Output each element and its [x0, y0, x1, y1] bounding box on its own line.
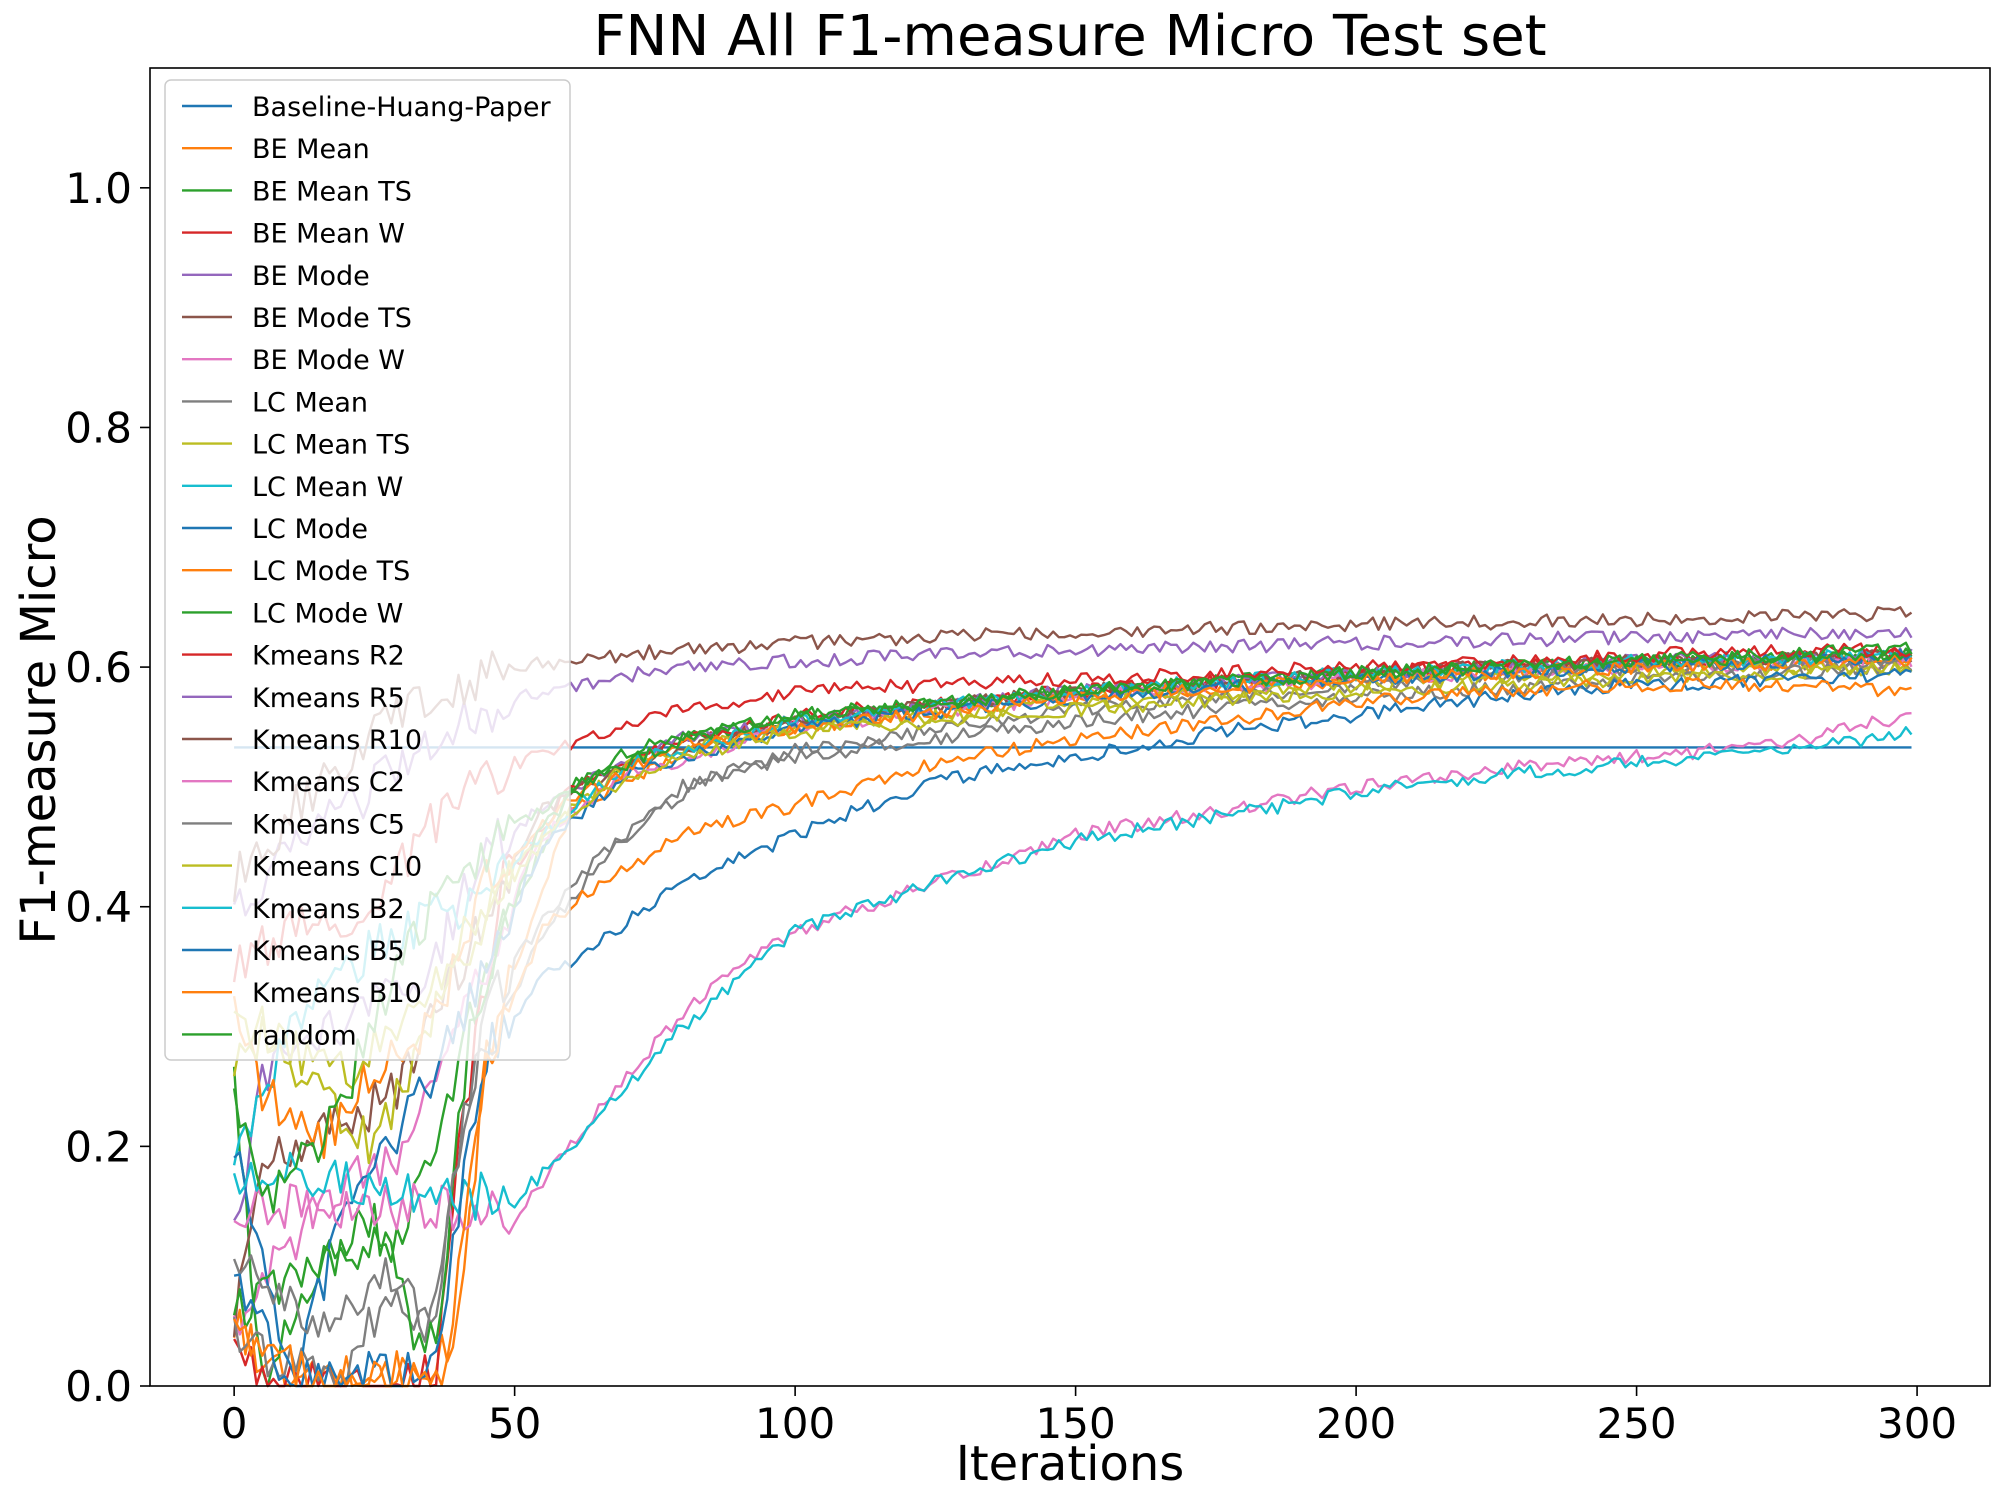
- legend-label: LC Mode TS: [252, 556, 410, 587]
- legend-label: BE Mean TS: [252, 176, 412, 207]
- y-tick-label: 0.4: [65, 883, 132, 932]
- legend-label: LC Mode: [252, 514, 368, 545]
- plot-frame: [149, 67, 1991, 1387]
- legend-frame: [164, 79, 571, 1061]
- legend-label: LC Mean W: [252, 472, 403, 503]
- x-axis-ticks: 0 50 100 150 200 250 300: [221, 1386, 1957, 1448]
- legend-label: Kmeans B2: [252, 894, 405, 925]
- x-tick-label: 0: [221, 1399, 248, 1448]
- x-tick-label: 300: [1877, 1399, 1957, 1448]
- legend-label: BE Mode W: [252, 345, 405, 376]
- y-tick-label: 1.0: [65, 164, 132, 213]
- x-tick-label: 200: [1316, 1399, 1396, 1448]
- x-axis-label: Iterations: [956, 1436, 1185, 1492]
- legend-label: LC Mean: [252, 387, 368, 418]
- x-tick-label: 150: [1036, 1399, 1116, 1448]
- chart-title: FNN All F1-measure Micro Test set: [593, 4, 1546, 69]
- y-tick-label: 0.8: [65, 403, 132, 452]
- legend-label: BE Mean W: [252, 219, 405, 250]
- legend: Baseline-Huang-Paper BE Mean BE Mean TS BE …: [164, 79, 571, 1061]
- y-axis-ticks: 0.0 0.2 0.4 0.6 0.8 1.0: [65, 164, 150, 1411]
- legend-label: Kmeans R5: [252, 683, 405, 714]
- legend-label: Kmeans C2: [252, 767, 405, 798]
- legend-label: Baseline-Huang-Paper: [252, 92, 552, 123]
- legend-label: LC Mode W: [252, 598, 403, 629]
- legend-label: Kmeans C5: [252, 809, 405, 840]
- x-tick-label: 50: [488, 1399, 541, 1448]
- series-line-17: [233, 712, 1912, 1235]
- legend-label: BE Mode TS: [252, 303, 412, 334]
- series-line-20: [232, 726, 1913, 1221]
- x-tick-label: 100: [755, 1399, 835, 1448]
- legend-label: Kmeans R2: [252, 641, 405, 672]
- y-tick-label: 0.2: [65, 1122, 132, 1171]
- legend-label: Kmeans C10: [252, 852, 422, 883]
- legend-label: BE Mean: [252, 134, 370, 165]
- legend-label: Kmeans B10: [252, 978, 422, 1009]
- legend-label: BE Mode: [252, 261, 370, 292]
- x-tick-label: 250: [1596, 1399, 1676, 1448]
- y-axis-label: F1-measure Micro: [11, 515, 67, 944]
- legend-label: Kmeans B5: [252, 936, 405, 967]
- legend-label: LC Mean TS: [252, 430, 410, 461]
- y-tick-label: 0.6: [65, 643, 132, 692]
- y-tick-label: 0.0: [65, 1362, 132, 1411]
- legend-label: random: [252, 1020, 357, 1051]
- legend-label: Kmeans R10: [252, 725, 422, 756]
